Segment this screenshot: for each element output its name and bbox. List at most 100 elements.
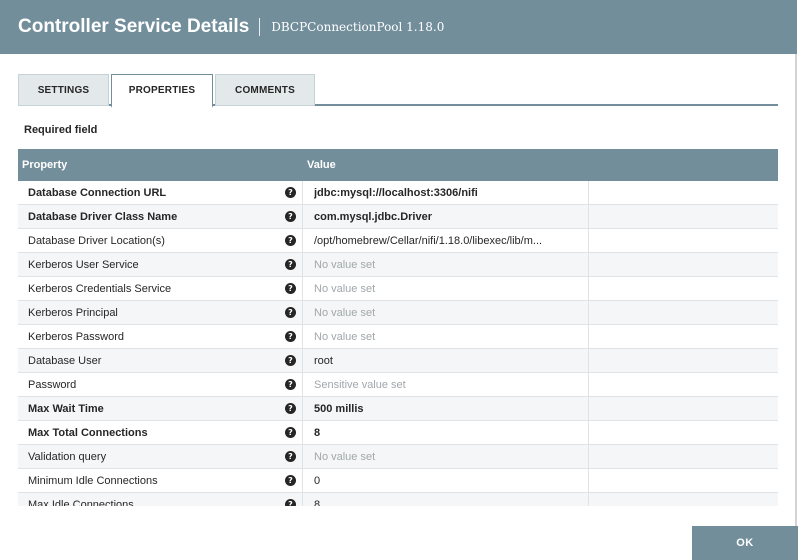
tab-properties[interactable]: PROPERTIES <box>111 74 213 108</box>
property-name: Max Idle Connections <box>28 499 134 506</box>
column-divider <box>302 205 303 229</box>
column-divider <box>588 205 589 229</box>
column-header-property[interactable]: Property <box>22 159 68 171</box>
help-circle-icon[interactable]: ? <box>285 235 296 246</box>
column-divider <box>588 493 589 506</box>
property-value[interactable]: 8 <box>314 427 321 439</box>
property-name: Password <box>28 379 77 391</box>
property-name: Max Total Connections <box>28 427 148 439</box>
property-value[interactable]: No value set <box>314 451 376 463</box>
table-row[interactable]: Database Driver Location(s)? /opt/homebre… <box>18 229 778 253</box>
column-divider <box>588 253 589 277</box>
help-circle-icon[interactable]: ? <box>285 307 296 318</box>
column-header-value[interactable]: Value <box>307 159 336 171</box>
property-value[interactable]: /opt/homebrew/Cellar/nifi/1.18.0/libexec… <box>314 235 543 247</box>
help-circle-icon[interactable]: ? <box>285 187 296 198</box>
property-value[interactable]: 8 <box>314 499 321 506</box>
property-name: Kerberos Credentials Service <box>28 283 172 295</box>
tab-bar: SETTINGS PROPERTIES COMMENTS <box>18 74 778 108</box>
column-divider <box>302 277 303 301</box>
property-value[interactable]: 500 millis <box>314 403 364 415</box>
column-divider <box>302 493 303 506</box>
table-row[interactable]: Max Wait Time? 500 millis <box>18 397 778 421</box>
tab-settings[interactable]: SETTINGS <box>18 74 109 106</box>
column-divider <box>588 229 589 253</box>
property-name: Minimum Idle Connections <box>28 475 158 487</box>
property-name: Kerberos User Service <box>28 259 139 271</box>
property-name: Database Connection URL <box>28 187 167 199</box>
column-divider <box>302 301 303 325</box>
property-value[interactable]: com.mysql.jdbc.Driver <box>314 211 432 223</box>
properties-table: Property Value Database Connection URL? j… <box>18 149 778 506</box>
property-name: Kerberos Principal <box>28 307 118 319</box>
help-circle-icon[interactable]: ? <box>285 331 296 342</box>
column-divider <box>588 349 589 373</box>
table-header: Property Value <box>18 149 778 181</box>
table-row[interactable]: Database Connection URL? jdbc:mysql://loc… <box>18 181 778 205</box>
column-divider <box>302 349 303 373</box>
column-divider <box>588 373 589 397</box>
dialog-header: Controller Service Details DBCPConnectio… <box>0 0 797 54</box>
help-circle-icon[interactable]: ? <box>285 403 296 414</box>
table-body: Database Connection URL? jdbc:mysql://loc… <box>18 181 778 506</box>
help-circle-icon[interactable]: ? <box>285 427 296 438</box>
property-value[interactable]: Sensitive value set <box>314 379 406 391</box>
column-divider <box>588 421 589 445</box>
title-separator <box>259 18 261 36</box>
dialog-title: Controller Service Details <box>18 16 250 37</box>
column-divider <box>588 301 589 325</box>
column-divider <box>588 397 589 421</box>
help-circle-icon[interactable]: ? <box>285 259 296 270</box>
property-value[interactable]: jdbc:mysql://localhost:3306/nifi <box>314 187 478 199</box>
help-circle-icon[interactable]: ? <box>285 211 296 222</box>
help-circle-icon[interactable]: ? <box>285 283 296 294</box>
table-row[interactable]: Kerberos User Service? No value set <box>18 253 778 277</box>
help-circle-icon[interactable]: ? <box>285 451 296 462</box>
column-divider <box>302 181 303 205</box>
property-name: Max Wait Time <box>28 403 104 415</box>
column-divider <box>588 325 589 349</box>
column-divider <box>588 469 589 493</box>
column-divider <box>302 397 303 421</box>
property-value[interactable]: No value set <box>314 283 376 295</box>
property-name: Database Driver Class Name <box>28 211 178 223</box>
column-divider <box>302 373 303 397</box>
property-name: Kerberos Password <box>28 331 124 343</box>
required-field-note: Required field <box>24 124 98 136</box>
table-row[interactable]: Database User? root <box>18 349 778 373</box>
column-divider <box>302 421 303 445</box>
property-value[interactable]: No value set <box>314 331 376 343</box>
column-divider <box>302 253 303 277</box>
property-name: Database User <box>28 355 102 367</box>
table-row[interactable]: Validation query? No value set <box>18 445 778 469</box>
property-name: Validation query <box>28 451 107 463</box>
table-row[interactable]: Kerberos Principal? No value set <box>18 301 778 325</box>
property-name: Database Driver Location(s) <box>28 235 165 247</box>
ok-button[interactable]: OK <box>692 526 798 560</box>
column-divider <box>302 229 303 253</box>
table-row[interactable]: Max Total Connections? 8 <box>18 421 778 445</box>
property-value[interactable]: No value set <box>314 307 376 319</box>
help-circle-icon[interactable]: ? <box>285 379 296 390</box>
tab-comments[interactable]: COMMENTS <box>215 74 315 106</box>
column-divider <box>588 181 589 205</box>
table-row[interactable]: Database Driver Class Name? com.mysql.jdb… <box>18 205 778 229</box>
help-circle-icon[interactable]: ? <box>285 499 296 506</box>
table-row[interactable]: Max Idle Connections? 8 <box>18 493 778 506</box>
property-value[interactable]: No value set <box>314 259 376 271</box>
dialog-subtitle: DBCPConnectionPool 1.18.0 <box>271 20 445 34</box>
column-divider <box>588 277 589 301</box>
column-divider <box>302 469 303 493</box>
property-value[interactable]: 0 <box>314 475 321 487</box>
table-row[interactable]: Minimum Idle Connections? 0 <box>18 469 778 493</box>
table-row[interactable]: Kerberos Password? No value set <box>18 325 778 349</box>
help-circle-icon[interactable]: ? <box>285 475 296 486</box>
column-divider <box>588 445 589 469</box>
table-row[interactable]: Kerberos Credentials Service? No value se… <box>18 277 778 301</box>
table-row[interactable]: Password? Sensitive value set <box>18 373 778 397</box>
property-value[interactable]: root <box>314 355 333 367</box>
help-circle-icon[interactable]: ? <box>285 355 296 366</box>
column-divider <box>302 445 303 469</box>
column-divider <box>302 325 303 349</box>
